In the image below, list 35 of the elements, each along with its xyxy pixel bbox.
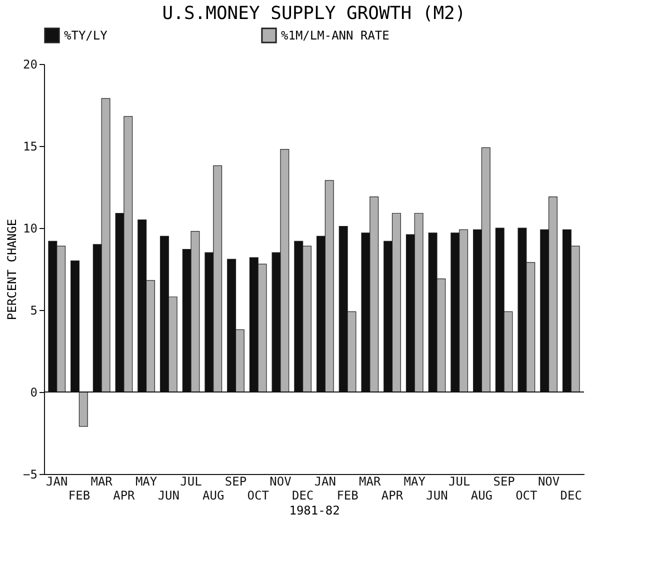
x-tick-label: JAN	[46, 474, 68, 488]
x-tick-label: SEP	[224, 474, 247, 488]
chart-title: U.S.MONEY SUPPLY GROWTH (M2)	[162, 3, 466, 24]
x-tick-label: MAY	[404, 474, 426, 488]
x-tick-label: FEB	[336, 488, 358, 502]
x-tick-label: NOV	[538, 474, 560, 488]
legend-label: %TY/LY	[64, 28, 108, 42]
x-tick-label: SEP	[493, 474, 515, 488]
x-tick-label: AUG	[202, 488, 224, 502]
x-tick-label: DEC	[292, 488, 314, 502]
y-tick-label: 0	[30, 386, 38, 400]
x-tick-label: FEB	[68, 488, 90, 502]
x-axis-title: 1981-82	[289, 504, 340, 518]
y-tick-label: 10	[23, 222, 38, 236]
x-tick-label: MAR	[90, 474, 114, 488]
x-tick-label: APR	[381, 488, 404, 502]
x-tick-label: AUG	[470, 488, 493, 502]
x-tick-label: JAN	[314, 474, 336, 488]
x-tick-label: MAY	[135, 474, 158, 488]
x-tick-label: NOV	[270, 474, 292, 488]
x-tick-label: OCT	[247, 488, 269, 502]
y-tick-label: 15	[23, 140, 38, 154]
x-tick-label: OCT	[516, 488, 538, 502]
x-tick-label: JUN	[158, 488, 180, 502]
x-tick-label: MAR	[359, 474, 382, 488]
y-tick-label: 20	[23, 58, 38, 72]
y-tick-label: 5	[30, 304, 38, 318]
legend-label: %1M/LM-ANN RATE	[281, 28, 390, 42]
x-tick-label: JUL	[180, 474, 202, 488]
x-tick-label: APR	[113, 488, 136, 502]
y-axis-title: PERCENT CHANGE	[5, 218, 20, 320]
x-tick-label: DEC	[560, 488, 582, 502]
y-tick-label: −5	[23, 468, 38, 482]
x-tick-label: JUL	[448, 474, 470, 488]
x-tick-label: JUN	[426, 488, 448, 502]
